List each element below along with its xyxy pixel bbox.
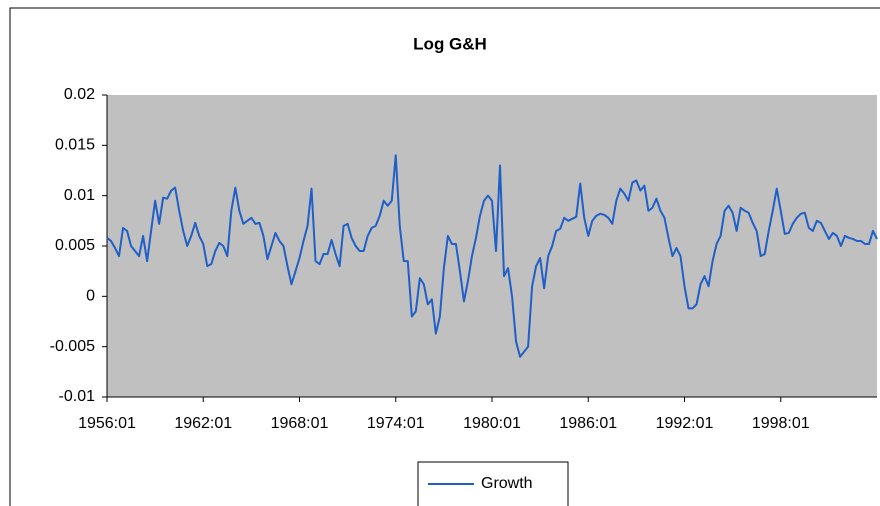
x-tick-label: 1992:01	[656, 415, 714, 432]
y-tick-label: 0.01	[64, 187, 95, 204]
legend: Growth	[417, 461, 569, 506]
y-tick-label: 0	[86, 288, 95, 305]
x-tick-label: 1974:01	[367, 415, 425, 432]
x-tick-label: 1968:01	[271, 415, 329, 432]
plot-area	[107, 95, 877, 397]
x-tick-label: 1980:01	[463, 415, 521, 432]
y-tick-label: 0.015	[55, 137, 95, 154]
y-tick-label: 0.005	[55, 237, 95, 254]
chart-title: Log G&H	[413, 34, 487, 53]
x-tick-label: 1998:01	[752, 415, 810, 432]
y-tick-label: -0.005	[50, 338, 95, 355]
y-tick-label: 0.02	[64, 86, 95, 103]
series-line	[106, 154, 878, 358]
legend-label: Growth	[481, 475, 533, 492]
x-tick-label: 1986:01	[559, 415, 617, 432]
x-tick-label: 1956:01	[78, 415, 136, 432]
x-tick-label: 1962:01	[174, 415, 232, 432]
y-tick-label: -0.01	[59, 388, 96, 405]
